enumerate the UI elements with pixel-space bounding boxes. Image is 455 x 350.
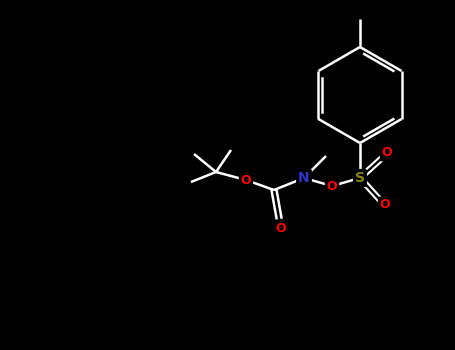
Text: O: O [276,222,286,235]
Text: N: N [298,171,310,185]
Text: O: O [382,147,392,160]
Text: O: O [379,198,390,211]
Text: O: O [241,174,251,187]
Text: S: S [355,171,365,185]
Text: O: O [327,180,337,193]
